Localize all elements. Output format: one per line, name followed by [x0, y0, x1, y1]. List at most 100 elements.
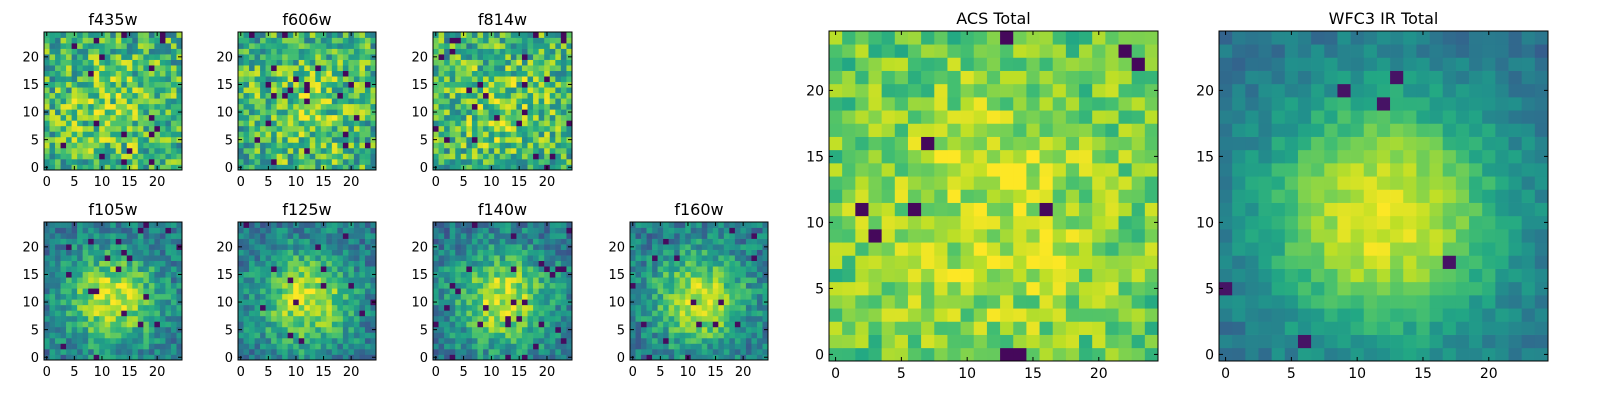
heatmap-cell: [82, 136, 89, 143]
heatmap-cell: [762, 282, 769, 289]
heatmap-cell: [488, 233, 495, 239]
heatmap-cell: [71, 109, 78, 116]
heatmap-cell: [881, 215, 896, 230]
heatmap-cell: [176, 310, 183, 317]
heatmap-cell: [527, 70, 534, 77]
heatmap-cell: [148, 43, 155, 49]
heatmap-cell: [449, 76, 456, 83]
heatmap-cell: [707, 321, 714, 328]
heatmap-cell: [690, 304, 697, 311]
heatmap-cell: [494, 293, 501, 300]
heatmap-cell: [298, 348, 305, 355]
heatmap-cell: [751, 222, 758, 228]
heatmap-cell: [696, 326, 703, 333]
heatmap-cell: [723, 244, 730, 250]
heatmap-cell: [544, 343, 551, 350]
heatmap-cell: [320, 109, 327, 116]
y-tick-label: 10: [608, 296, 625, 311]
heatmap-cell: [460, 227, 467, 234]
heatmap-cell: [471, 227, 478, 234]
heatmap-cell: [986, 308, 1001, 322]
heatmap-cell: [756, 343, 763, 350]
heatmap-cell: [260, 304, 266, 311]
heatmap-cell: [49, 81, 56, 88]
heatmap-cell: [243, 222, 250, 228]
heatmap-cell: [88, 271, 95, 278]
heatmap-cell: [527, 125, 534, 132]
heatmap-cell: [449, 304, 456, 311]
heatmap-cell: [663, 244, 669, 250]
heatmap-cell: [483, 164, 489, 171]
heatmap-cell: [77, 332, 83, 339]
heatmap-cell: [276, 70, 283, 77]
heatmap-cell: [104, 92, 111, 99]
heatmap-cell: [455, 65, 462, 71]
heatmap-cell: [433, 114, 439, 121]
heatmap-cell: [934, 242, 948, 256]
heatmap-cell: [494, 271, 501, 278]
heatmap-cell: [93, 354, 100, 361]
heatmap-cell: [471, 244, 478, 250]
heatmap-cell: [353, 304, 360, 311]
heatmap-cell: [668, 233, 675, 239]
heatmap-cell: [544, 37, 551, 44]
x-tick-label: 15: [511, 365, 528, 380]
heatmap-cell: [271, 348, 277, 355]
heatmap-cell: [364, 343, 371, 350]
heatmap-cell: [668, 343, 675, 350]
heatmap-cell: [488, 114, 495, 121]
heatmap-cell: [466, 98, 473, 105]
heatmap-cell: [679, 304, 686, 311]
heatmap-cell: [243, 131, 250, 138]
heatmap-cell: [444, 337, 451, 344]
heatmap-cell: [712, 266, 719, 273]
heatmap-cell: [555, 321, 562, 328]
heatmap-cell: [370, 332, 377, 339]
heatmap-cell: [137, 337, 144, 344]
heatmap-cell: [176, 238, 183, 245]
heatmap-cell: [126, 98, 133, 105]
heatmap-cell: [93, 76, 100, 83]
heatmap-cell: [66, 244, 72, 250]
heatmap-cell: [455, 81, 462, 88]
heatmap-cell: [560, 103, 567, 110]
heatmap-cell: [243, 332, 250, 339]
heatmap-cell: [433, 266, 439, 273]
heatmap-cell: [337, 147, 344, 154]
heatmap-cell: [126, 136, 133, 143]
heatmap-cell: [549, 114, 556, 121]
heatmap-cell: [165, 76, 172, 83]
heatmap-cell: [55, 92, 61, 99]
heatmap-cell: [315, 233, 322, 239]
heatmap-cell: [110, 343, 117, 350]
heatmap-cell: [82, 109, 89, 116]
heatmap-cell: [143, 125, 150, 132]
heatmap-cell: [249, 164, 255, 171]
heatmap-cell: [238, 282, 244, 289]
heatmap-cell: [894, 308, 909, 322]
heatmap-cell: [176, 343, 183, 350]
heatmap-cell: [527, 32, 534, 38]
heatmap-cell: [71, 158, 78, 165]
heatmap-cell: [663, 337, 669, 344]
heatmap-cell: [483, 233, 489, 239]
heatmap-cell: [254, 92, 261, 99]
heatmap-cell: [276, 87, 283, 94]
heatmap-cell: [337, 321, 344, 328]
heatmap-cell: [527, 343, 534, 350]
heatmap-cell: [538, 65, 545, 71]
heatmap-cell: [483, 98, 489, 105]
heatmap-cell: [657, 277, 664, 284]
heatmap-cell: [342, 81, 349, 88]
heatmap-cell: [342, 222, 349, 228]
heatmap-cell: [243, 288, 250, 295]
heatmap-cell: [176, 125, 183, 132]
heatmap-cell: [533, 54, 539, 60]
heatmap-cell: [176, 227, 183, 234]
heatmap-cell: [77, 48, 83, 55]
heatmap-cell: [154, 59, 161, 66]
heatmap-cell: [494, 158, 501, 165]
heatmap-cell: [154, 244, 161, 250]
heatmap-cell: [657, 238, 664, 245]
heatmap-cell: [137, 293, 144, 300]
